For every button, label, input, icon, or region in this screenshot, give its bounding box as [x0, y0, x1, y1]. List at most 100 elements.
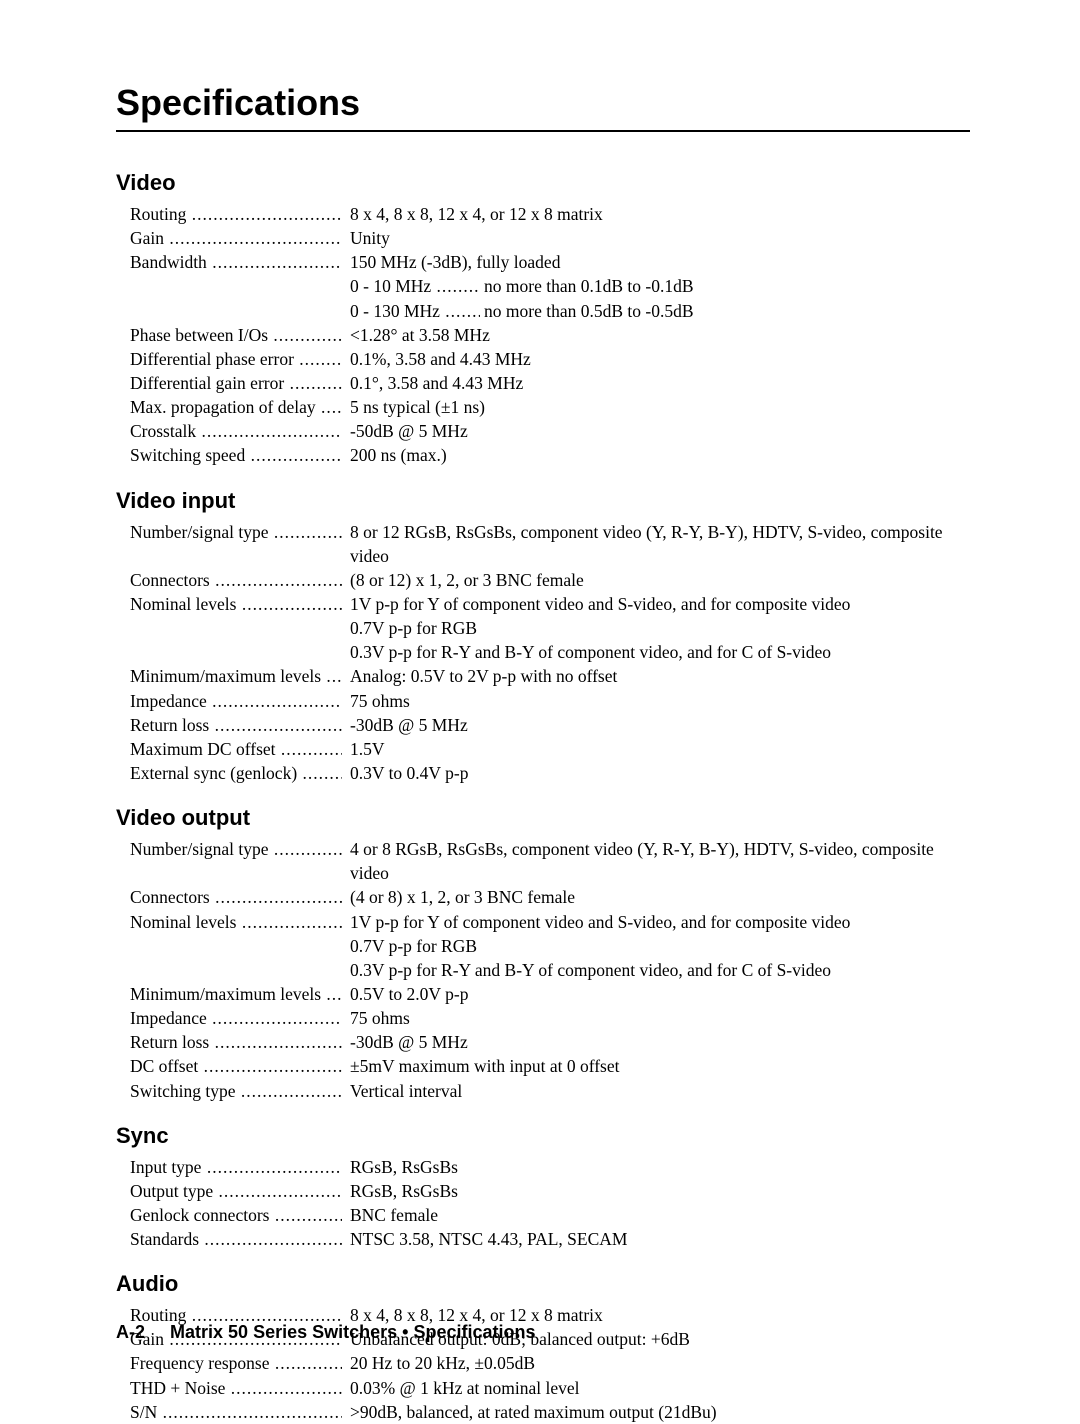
- spec-value: 0.03% @ 1 kHz at nominal level: [342, 1376, 970, 1400]
- spec-label: Differential gain error: [130, 371, 342, 395]
- spec-sublabel: 0 - 10 MHz: [350, 274, 480, 298]
- spec-value: 1V p-p for Y of component video and S-vi…: [342, 910, 970, 934]
- spec-row: THD + Noise0.03% @ 1 kHz at nominal leve…: [130, 1376, 970, 1400]
- section-heading: Sync: [116, 1123, 970, 1149]
- spec-value: 200 ns (max.): [342, 443, 970, 467]
- spec-subrow: 0 - 10 MHzno more than 0.1dB to -0.1dB: [130, 274, 970, 298]
- spec-value: >90dB, balanced, at rated maximum output…: [342, 1400, 970, 1424]
- spec-row: GainUnity: [130, 226, 970, 250]
- footer: A-2 Matrix 50 Series Switchers • Specifi…: [116, 1322, 536, 1343]
- section-heading: Video: [116, 170, 970, 196]
- spec-value: BNC female: [342, 1203, 970, 1227]
- spec-value: 150 MHz (-3dB), fully loaded: [342, 250, 970, 274]
- spec-row: Switching typeVertical interval: [130, 1079, 970, 1103]
- spec-row: Return loss-30dB @ 5 MHz: [130, 1030, 970, 1054]
- spec-row: Nominal levels1V p-p for Y of component …: [130, 910, 970, 934]
- spec-value: 75 ohms: [342, 1006, 970, 1030]
- spec-value: 0.1%, 3.58 and 4.43 MHz: [342, 347, 970, 371]
- spec-value: NTSC 3.58, NTSC 4.43, PAL, SECAM: [342, 1227, 970, 1251]
- spec-value: ±5mV maximum with input at 0 offset: [342, 1054, 970, 1078]
- spec-value: RGsB, RsGsBs: [342, 1155, 970, 1179]
- section-heading: Video input: [116, 488, 970, 514]
- sections-container: Video Routing8 x 4, 8 x 8, 12 x 4, or 12 …: [116, 170, 970, 1424]
- section-heading: Video output: [116, 805, 970, 831]
- spec-label: External sync (genlock): [130, 761, 342, 785]
- section-heading: Audio: [116, 1271, 970, 1297]
- spec-row: Bandwidth150 MHz (-3dB), fully loaded: [130, 250, 970, 274]
- spec-sublabel: 0 - 130 MHz: [350, 299, 480, 323]
- spec-value: Unity: [342, 226, 970, 250]
- spec-block: Input typeRGsB, RsGsBsOutput typeRGsB, R…: [116, 1155, 970, 1252]
- spec-row: Max. propagation of delay5 ns typical (±…: [130, 395, 970, 419]
- spec-label: Return loss: [130, 713, 342, 737]
- spec-label: Standards: [130, 1227, 342, 1251]
- spec-row: Genlock connectorsBNC female: [130, 1203, 970, 1227]
- spec-label: Max. propagation of delay: [130, 395, 342, 419]
- spec-row: S/N>90dB, balanced, at rated maximum out…: [130, 1400, 970, 1424]
- spec-label: Number/signal type: [130, 837, 342, 885]
- spec-row: External sync (genlock)0.3V to 0.4V p-p: [130, 761, 970, 785]
- spec-value: 8 or 12 RGsB, RsGsBs, component video (Y…: [342, 520, 970, 568]
- spec-row: Impedance75 ohms: [130, 689, 970, 713]
- spec-label: S/N: [130, 1400, 342, 1424]
- page: Specifications Video Routing8 x 4, 8 x 8,…: [0, 0, 1080, 1397]
- spec-label: Minimum/maximum levels: [130, 664, 342, 688]
- spec-value: 0.3V to 0.4V p-p: [342, 761, 970, 785]
- spec-row: Input typeRGsB, RsGsBs: [130, 1155, 970, 1179]
- spec-label: Minimum/maximum levels: [130, 982, 342, 1006]
- spec-value: 75 ohms: [342, 689, 970, 713]
- spec-row: Crosstalk-50dB @ 5 MHz: [130, 419, 970, 443]
- spec-value: <1.28° at 3.58 MHz: [342, 323, 970, 347]
- spec-label: Phase between I/Os: [130, 323, 342, 347]
- spec-row: Nominal levels1V p-p for Y of component …: [130, 592, 970, 616]
- spec-row: Number/signal type4 or 8 RGsB, RsGsBs, c…: [130, 837, 970, 885]
- spec-label: Crosstalk: [130, 419, 342, 443]
- spec-label: Connectors: [130, 885, 342, 909]
- spec-label: Nominal levels: [130, 592, 342, 616]
- spec-continuation: 0.3V p-p for R-Y and B-Y of component vi…: [130, 958, 970, 982]
- spec-label: Nominal levels: [130, 910, 342, 934]
- spec-value: (8 or 12) x 1, 2, or 3 BNC female: [342, 568, 970, 592]
- spec-label: Maximum DC offset: [130, 737, 342, 761]
- spec-row: Routing8 x 4, 8 x 8, 12 x 4, or 12 x 8 m…: [130, 202, 970, 226]
- spec-row: Minimum/maximum levels0.5V to 2.0V p-p: [130, 982, 970, 1006]
- spec-label: Bandwidth: [130, 250, 342, 274]
- spec-subvalue: no more than 0.1dB to -0.1dB: [480, 274, 970, 298]
- spec-label: Impedance: [130, 1006, 342, 1030]
- spec-label: Differential phase error: [130, 347, 342, 371]
- spec-label: Genlock connectors: [130, 1203, 342, 1227]
- spec-row: Impedance75 ohms: [130, 1006, 970, 1030]
- spec-row: Minimum/maximum levelsAnalog: 0.5V to 2V…: [130, 664, 970, 688]
- spec-continuation: 0.3V p-p for R-Y and B-Y of component vi…: [130, 640, 970, 664]
- spec-label: Connectors: [130, 568, 342, 592]
- spec-value: 0.5V to 2.0V p-p: [342, 982, 970, 1006]
- spec-continuation: 0.7V p-p for RGB: [130, 616, 970, 640]
- spec-block: Number/signal type8 or 12 RGsB, RsGsBs, …: [116, 520, 970, 786]
- spec-row: Connectors(4 or 8) x 1, 2, or 3 BNC fema…: [130, 885, 970, 909]
- spec-value: -50dB @ 5 MHz: [342, 419, 970, 443]
- spec-value: (4 or 8) x 1, 2, or 3 BNC female: [342, 885, 970, 909]
- spec-label: DC offset: [130, 1054, 342, 1078]
- spec-value: RGsB, RsGsBs: [342, 1179, 970, 1203]
- spec-label: Gain: [130, 226, 342, 250]
- spec-label: Impedance: [130, 689, 342, 713]
- spec-label: THD + Noise: [130, 1376, 342, 1400]
- page-title: Specifications: [116, 82, 970, 124]
- spec-row: DC offset±5mV maximum with input at 0 of…: [130, 1054, 970, 1078]
- spec-row: Phase between I/Os<1.28° at 3.58 MHz: [130, 323, 970, 347]
- spec-value: 1.5V: [342, 737, 970, 761]
- spec-label: Return loss: [130, 1030, 342, 1054]
- spec-value: 8 x 4, 8 x 8, 12 x 4, or 12 x 8 matrix: [342, 202, 970, 226]
- spec-row: Return loss-30dB @ 5 MHz: [130, 713, 970, 737]
- spec-row: Maximum DC offset1.5V: [130, 737, 970, 761]
- footer-text: Matrix 50 Series Switchers • Specificati…: [170, 1322, 535, 1342]
- spec-row: Frequency response20 Hz to 20 kHz, ±0.05…: [130, 1351, 970, 1375]
- spec-label: Routing: [130, 202, 342, 226]
- spec-row: Number/signal type8 or 12 RGsB, RsGsBs, …: [130, 520, 970, 568]
- spec-label: Input type: [130, 1155, 342, 1179]
- footer-page-number: A-2: [116, 1322, 145, 1342]
- spec-value: 5 ns typical (±1 ns): [342, 395, 970, 419]
- spec-block: Number/signal type4 or 8 RGsB, RsGsBs, c…: [116, 837, 970, 1103]
- spec-value: 0.1°, 3.58 and 4.43 MHz: [342, 371, 970, 395]
- spec-row: Output typeRGsB, RsGsBs: [130, 1179, 970, 1203]
